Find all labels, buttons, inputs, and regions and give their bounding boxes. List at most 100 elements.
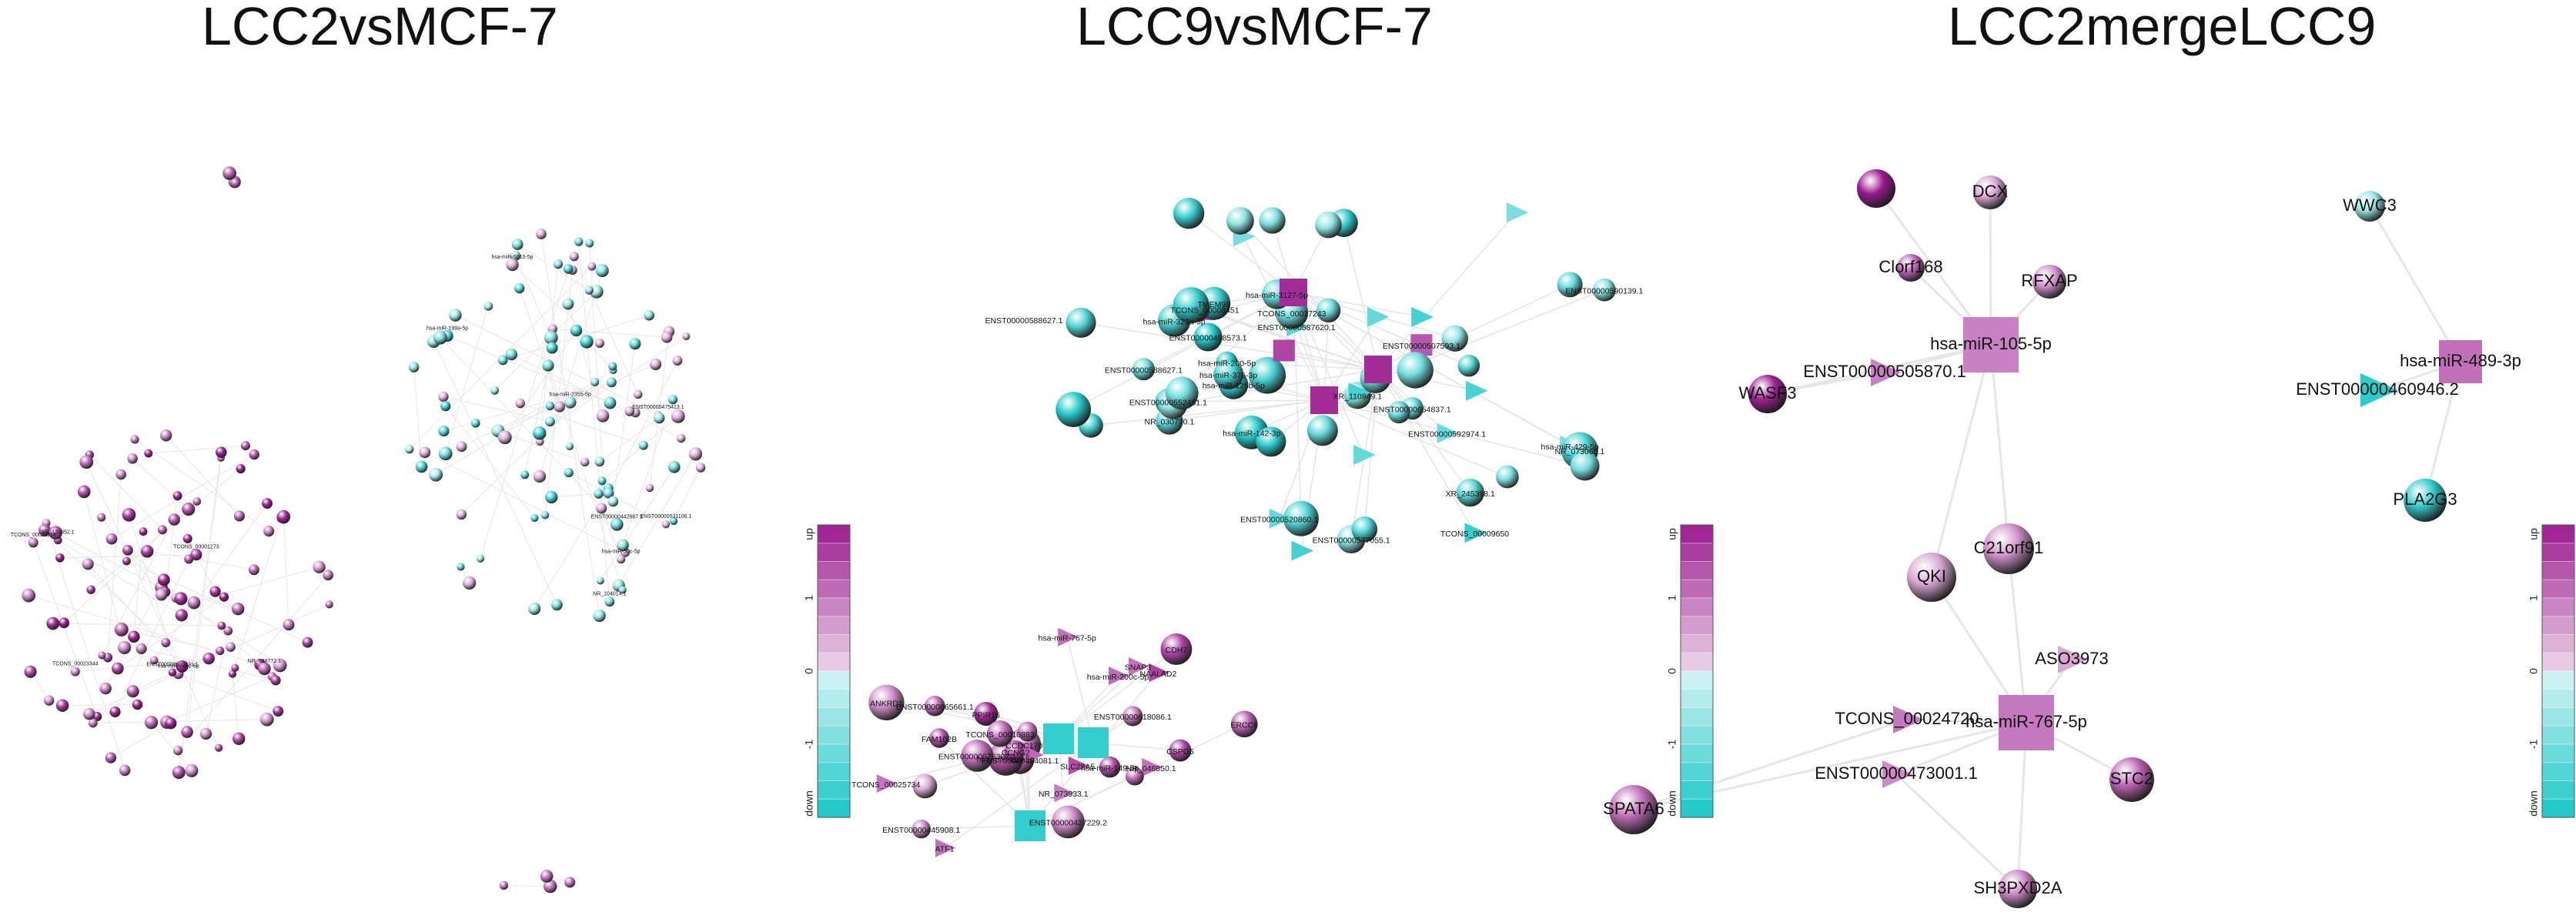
network-edge bbox=[455, 315, 659, 416]
network-edge bbox=[166, 435, 240, 516]
gene-node bbox=[176, 660, 189, 673]
gene-node bbox=[2404, 479, 2447, 522]
network-edge bbox=[447, 336, 611, 403]
gene-node bbox=[545, 490, 558, 504]
lncrna-node bbox=[1437, 423, 1460, 443]
network-edge bbox=[578, 242, 611, 602]
colorbar-tick-label: -1 bbox=[1666, 740, 1678, 750]
node-label: hsa-miR-200c-5p bbox=[1087, 673, 1149, 682]
node-label: ANKRD1 bbox=[870, 700, 903, 709]
network-edge bbox=[622, 399, 674, 546]
node-label: ENST00000484081.1 bbox=[981, 757, 1059, 766]
colorbar-step bbox=[2542, 525, 2574, 544]
gene-node bbox=[688, 447, 703, 461]
gene-node bbox=[1213, 359, 1244, 389]
colorbar-step bbox=[818, 762, 850, 782]
node-label: XR_245398.1 bbox=[1446, 489, 1495, 499]
gene-node bbox=[1315, 211, 1342, 239]
gene-node bbox=[105, 752, 117, 763]
network-edge bbox=[1895, 773, 2019, 890]
network-edge bbox=[1293, 292, 1581, 452]
node-label: ENST00000531106.1 bbox=[641, 514, 692, 519]
gene-node bbox=[617, 539, 629, 552]
gene-node bbox=[644, 309, 654, 321]
node-label: TCONS_00022114 bbox=[11, 533, 56, 538]
network-edge bbox=[1188, 212, 1294, 293]
node-label: CDH7 bbox=[1166, 646, 1188, 655]
node-label: hsa-miR-6862-5p bbox=[158, 663, 199, 669]
lncrna-node bbox=[1882, 760, 1913, 788]
gene-node bbox=[97, 513, 106, 522]
gene-node bbox=[618, 586, 627, 594]
gene-node bbox=[55, 553, 65, 563]
colorbar-tick-label: -1 bbox=[803, 740, 815, 750]
gene-node bbox=[471, 419, 480, 428]
node-label: ENST00000676302.1 bbox=[938, 753, 1016, 762]
node-label: ERCC6 bbox=[1230, 721, 1258, 730]
node-label: ASO3973 bbox=[2035, 649, 2108, 668]
gene-node bbox=[912, 773, 938, 799]
gene-node bbox=[323, 570, 333, 581]
colorbar-tick-label: 1 bbox=[1666, 595, 1678, 601]
gene-node bbox=[1609, 785, 1658, 834]
colorbar-step bbox=[1681, 653, 1713, 672]
network-edge bbox=[511, 354, 681, 439]
lncrna-node bbox=[1348, 383, 1371, 403]
gene-node bbox=[1169, 739, 1192, 762]
gene-node bbox=[1456, 478, 1484, 507]
colorbar-step bbox=[818, 543, 850, 563]
panel-title-lcc2: LCC2vsMCF-7 bbox=[202, 0, 558, 56]
gene-node bbox=[199, 727, 212, 740]
gene-node bbox=[192, 497, 202, 506]
colorbar-step bbox=[2542, 671, 2574, 690]
gene-node bbox=[1165, 376, 1199, 410]
network-edge bbox=[111, 454, 255, 540]
node-label: WWC3 bbox=[2343, 195, 2397, 215]
colorbar-step bbox=[818, 598, 850, 617]
colorbar-step bbox=[2542, 689, 2574, 709]
gene-node bbox=[161, 638, 171, 647]
network-edge bbox=[2007, 548, 2028, 723]
gene-node bbox=[570, 324, 583, 337]
network-edge bbox=[234, 518, 282, 668]
node-label: NR_073933.1 bbox=[1039, 790, 1089, 799]
gene-node bbox=[86, 585, 95, 594]
colorbar-step bbox=[2542, 744, 2574, 763]
network-edge bbox=[519, 288, 560, 407]
gene-node bbox=[43, 695, 55, 706]
network-edge bbox=[1293, 292, 1422, 318]
node-label: C21orf91 bbox=[1974, 538, 2044, 557]
gene-node bbox=[544, 416, 555, 427]
gene-node bbox=[912, 819, 931, 839]
gene-node bbox=[217, 621, 226, 630]
gene-node bbox=[510, 251, 521, 261]
network-edge bbox=[1363, 369, 1379, 529]
node-label: CCDC170 bbox=[1005, 741, 1042, 750]
network-edge bbox=[985, 713, 1094, 743]
gene-node bbox=[236, 463, 246, 474]
network-edge bbox=[148, 445, 246, 454]
colorbar-down-label: down bbox=[2527, 790, 2540, 816]
node-label: hsa-miR-489-3p bbox=[2400, 351, 2521, 370]
gene-node bbox=[476, 554, 485, 563]
network-edge bbox=[1080, 322, 1379, 370]
network-edge bbox=[1226, 362, 1379, 370]
gene-node bbox=[542, 359, 554, 372]
gene-node bbox=[228, 670, 237, 678]
gene-node bbox=[650, 358, 662, 370]
node-label: CCNG2 bbox=[1002, 749, 1030, 758]
gene-node bbox=[187, 596, 201, 610]
node-label: WASF3 bbox=[1739, 383, 1797, 403]
network-edge bbox=[177, 574, 329, 751]
colorbar-step bbox=[818, 634, 850, 653]
gene-node bbox=[597, 476, 607, 486]
node-label: NAALAD2 bbox=[1139, 670, 1176, 679]
node-label: TMEM98 bbox=[1198, 300, 1231, 309]
network-edge bbox=[59, 554, 196, 559]
node-label: hsa-miR-376-3p bbox=[1199, 371, 1257, 380]
gene-node bbox=[155, 588, 168, 601]
network-edge bbox=[445, 406, 535, 519]
gene-node bbox=[530, 513, 539, 523]
network-edge bbox=[87, 563, 182, 667]
network-edge bbox=[520, 403, 644, 446]
